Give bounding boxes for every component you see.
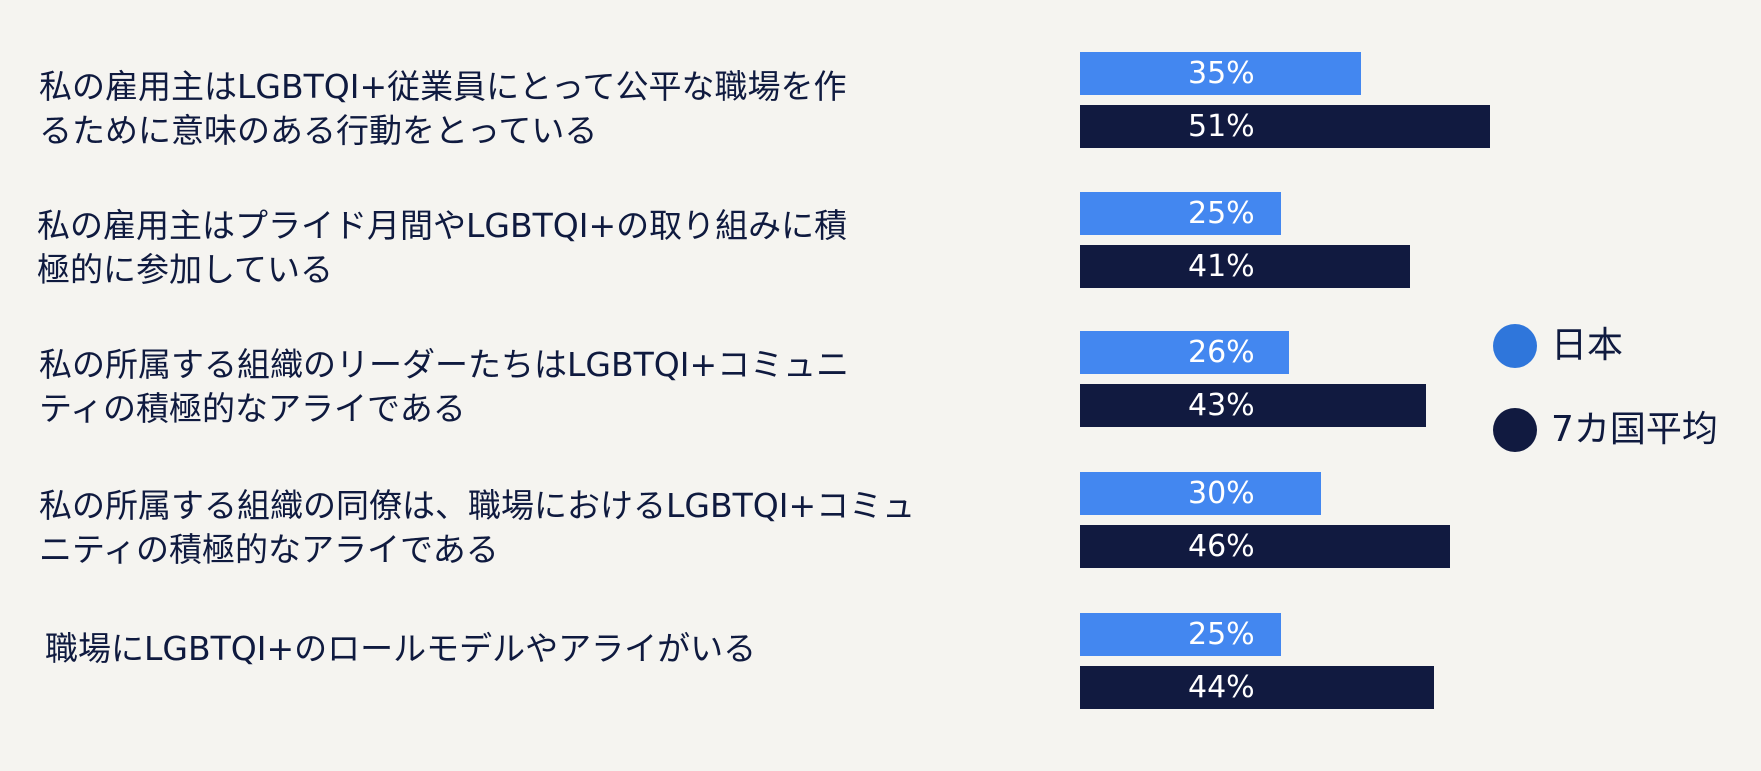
bar-average bbox=[1080, 384, 1426, 427]
bar-value-label: 43% bbox=[1188, 388, 1255, 423]
category-label-line: るために意味のある行動をとっている bbox=[39, 111, 598, 150]
bar-value-label: 41% bbox=[1188, 249, 1255, 284]
bar-japan bbox=[1080, 52, 1361, 95]
category-label-line: ティの積極的なアライである bbox=[39, 389, 466, 428]
legend-label-average: 7カ国平均 bbox=[1551, 409, 1718, 450]
bar-average bbox=[1080, 245, 1410, 288]
category-label-line: ニティの積極的なアライである bbox=[39, 530, 499, 569]
bar-average bbox=[1080, 666, 1434, 709]
category-label-line: 私の雇用主はプライド月間やLGBTQI+の取り組みに積 bbox=[37, 206, 848, 245]
category-label-line: 職場にLGBTQI+のロールモデルやアライがいる bbox=[45, 629, 757, 668]
legend-dot-japan bbox=[1493, 324, 1537, 368]
bar-japan bbox=[1080, 472, 1321, 515]
category-label-line: 極的に参加している bbox=[37, 250, 334, 289]
legend-label-japan: 日本 bbox=[1551, 325, 1624, 366]
category-label-line: 私の所属する組織の同僚は、職場におけるLGBTQI+コミュ bbox=[39, 486, 916, 525]
category-label: 私の所属する組織の同僚は、職場におけるLGBTQI+コミュ ニティの積極的なアライ… bbox=[39, 484, 915, 572]
bar-value-label: 25% bbox=[1188, 617, 1255, 652]
bar-japan bbox=[1080, 613, 1281, 656]
bar-japan bbox=[1080, 192, 1281, 235]
category-label-line: 私の所属する組織のリーダーたちはLGBTQI+コミュニ bbox=[39, 345, 850, 384]
bar-value-label: 51% bbox=[1188, 109, 1255, 144]
category-label-line: 私の雇用主はLGBTQI+従業員にとって公平な職場を作 bbox=[39, 67, 847, 106]
category-label: 職場にLGBTQI+のロールモデルやアライがいる bbox=[45, 627, 756, 671]
bar-average bbox=[1080, 105, 1490, 148]
category-label: 私の雇用主はLGBTQI+従業員にとって公平な職場を作 るために意味のある行動をと… bbox=[39, 65, 846, 153]
bar-value-label: 30% bbox=[1188, 476, 1255, 511]
bar-value-label: 44% bbox=[1188, 670, 1255, 705]
bar-average bbox=[1080, 525, 1450, 568]
bar-value-label: 26% bbox=[1188, 335, 1255, 370]
category-label: 私の所属する組織のリーダーたちはLGBTQI+コミュニ ティの積極的なアライである bbox=[39, 343, 849, 431]
bar-value-label: 46% bbox=[1188, 529, 1255, 564]
legend-dot-average bbox=[1493, 408, 1537, 452]
bar-japan bbox=[1080, 331, 1289, 374]
bar-value-label: 35% bbox=[1188, 56, 1255, 91]
category-label: 私の雇用主はプライド月間やLGBTQI+の取り組みに積 極的に参加している bbox=[37, 204, 847, 292]
bar-value-label: 25% bbox=[1188, 196, 1255, 231]
